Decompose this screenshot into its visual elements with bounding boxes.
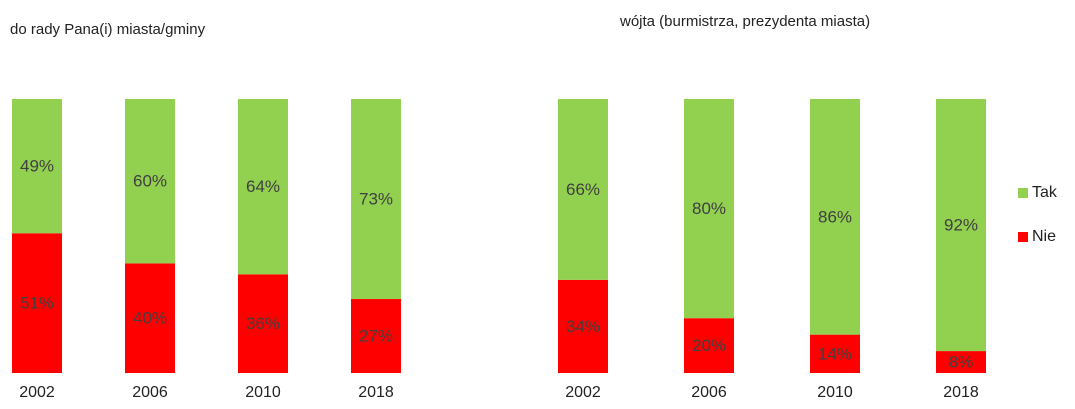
- bar-segment: [558, 279, 608, 373]
- bar-segment: [810, 99, 860, 335]
- value-label: 66%: [566, 180, 600, 199]
- value-label: 8%: [949, 353, 974, 372]
- x-tick-label: 2006: [691, 384, 727, 401]
- value-label: 49%: [20, 157, 54, 176]
- bar-segment: [12, 233, 62, 373]
- value-label: 36%: [246, 314, 280, 333]
- bar-segment: [125, 99, 175, 264]
- bar-segment: [684, 318, 734, 373]
- bar-segment: [810, 334, 860, 373]
- x-tick-label: 2010: [817, 384, 853, 401]
- value-label: 51%: [20, 294, 54, 313]
- value-label: 86%: [818, 207, 852, 226]
- legend-swatch: [1018, 188, 1028, 198]
- bar-segment: [351, 299, 401, 373]
- bar-segment: [238, 99, 288, 275]
- value-label: 20%: [692, 336, 726, 355]
- chart-title: do rady Pana(i) miasta/gminy: [10, 21, 206, 38]
- value-label: 60%: [133, 172, 167, 191]
- x-tick-label: 2002: [19, 384, 55, 401]
- x-tick-label: 2018: [943, 384, 979, 401]
- value-label: 14%: [818, 344, 852, 363]
- value-label: 73%: [359, 189, 393, 208]
- value-label: 40%: [133, 309, 167, 328]
- x-tick-label: 2010: [245, 384, 281, 401]
- bar-segment: [936, 99, 986, 352]
- bar-segment: [936, 351, 986, 373]
- chart-title: wójta (burmistrza, prezydenta miasta): [619, 13, 870, 30]
- x-tick-label: 2018: [358, 384, 394, 401]
- value-label: 80%: [692, 199, 726, 218]
- bar-segment: [351, 99, 401, 300]
- bar-segment: [12, 99, 62, 234]
- bar-segment: [684, 99, 734, 319]
- bar-segment: [238, 274, 288, 373]
- bar-segment: [125, 263, 175, 373]
- legend-label: Nie: [1032, 228, 1056, 245]
- bar-segment: [558, 99, 608, 280]
- value-label: 34%: [566, 317, 600, 336]
- legend-swatch: [1018, 232, 1028, 242]
- legend-label: Tak: [1032, 184, 1058, 201]
- value-label: 92%: [944, 216, 978, 235]
- value-label: 64%: [246, 177, 280, 196]
- value-label: 27%: [359, 326, 393, 345]
- x-tick-label: 2002: [565, 384, 601, 401]
- x-tick-label: 2006: [132, 384, 168, 401]
